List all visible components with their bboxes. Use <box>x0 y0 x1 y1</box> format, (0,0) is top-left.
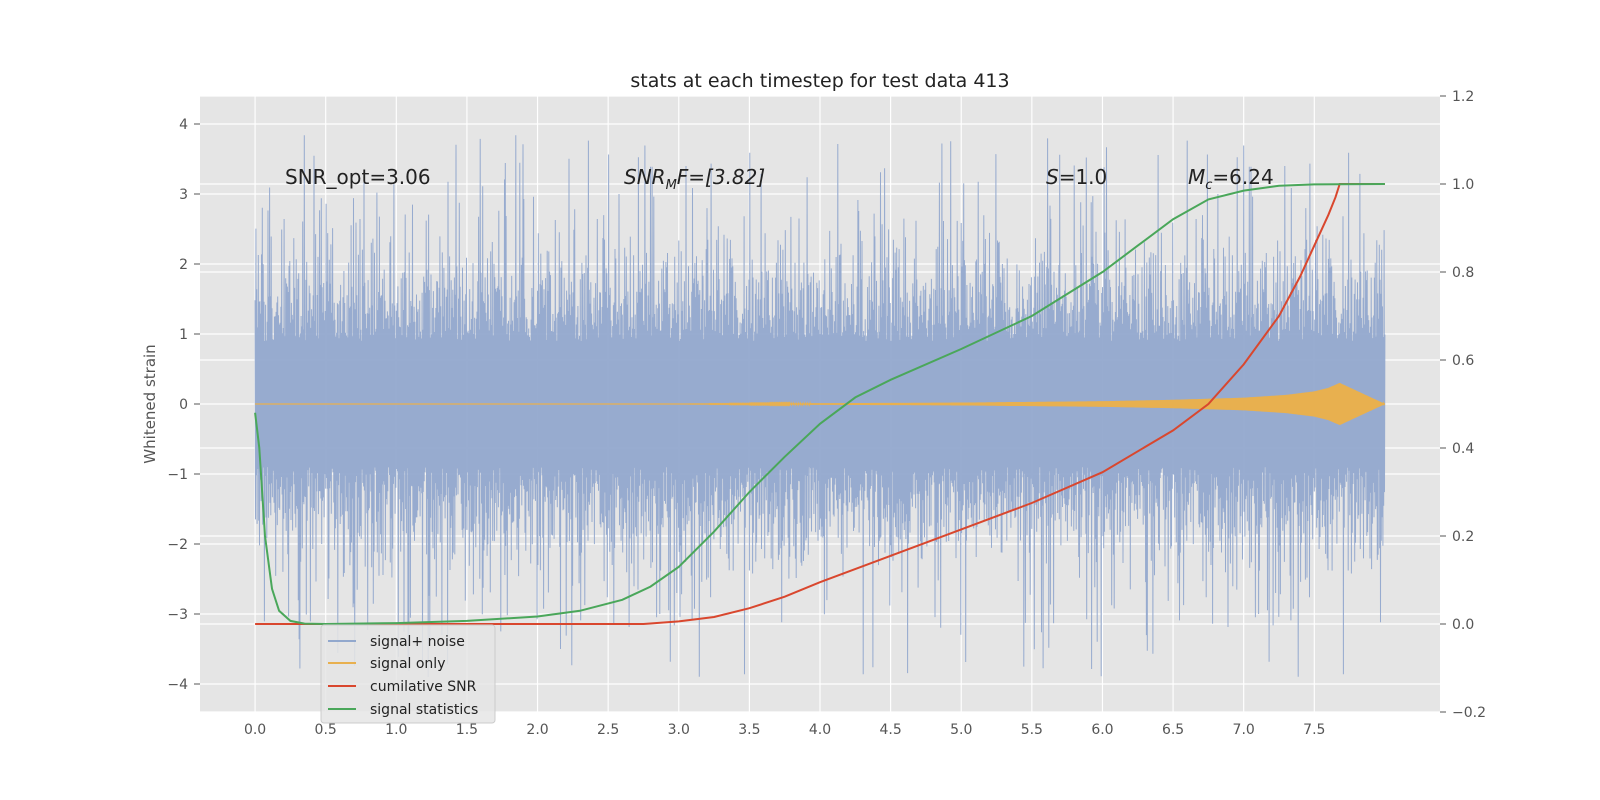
x-tick-label: 0.5 <box>315 722 337 738</box>
y-tick-label: 3 <box>179 187 188 203</box>
y-tick-label: 4 <box>179 117 188 133</box>
x-tick-label: 4.5 <box>879 722 901 738</box>
y-tick-label: −4 <box>167 677 188 693</box>
y-tick-label: −2 <box>167 537 188 553</box>
chart-title: stats at each timestep for test data 413 <box>630 70 1009 92</box>
x-tick-label: 6.0 <box>1091 722 1113 738</box>
legend-box <box>320 624 496 724</box>
y2-tick-label: 1.2 <box>1452 89 1474 105</box>
x-tick-label: 4.0 <box>809 722 831 738</box>
x-tick-label: 3.0 <box>668 722 690 738</box>
y2-tick-label: 1.0 <box>1452 177 1474 193</box>
annotation-mc-main: M <box>1188 165 1205 189</box>
x-tick-label: 7.0 <box>1233 722 1255 738</box>
annotation-s-tail: =1.0 <box>1059 165 1108 189</box>
annotation-snr-mf: SNRMF=[3.82] <box>624 165 765 193</box>
annotation-s-main: S <box>1046 165 1059 189</box>
annotation-snr-mf-sub: M <box>666 178 677 193</box>
y2-axis-ticks: 1.2 1.0 0.8 0.6 0.4 0.2 0.0 −0.2 <box>1440 89 1486 721</box>
y2-tick-label: 0.4 <box>1452 441 1474 457</box>
series-signal-noise <box>254 135 1386 678</box>
y-tick-label: 1 <box>179 327 188 343</box>
cumilative-snr-line <box>255 183 1385 625</box>
y-tick-label: −1 <box>167 467 188 483</box>
signal-only-line <box>255 382 1386 425</box>
y2-tick-label: 0.6 <box>1452 353 1474 369</box>
x-axis-ticks: 0.0 0.5 1.0 1.5 2.0 2.5 3.0 3.5 4.0 4.5 5.0 5.5 6.0 6… <box>244 722 1325 738</box>
x-tick-label: 1.0 <box>385 722 407 738</box>
annotation-snr-mf-tail: F=[3.82] <box>677 165 765 189</box>
legend: signal+ noise signal only cumilative SNR… <box>320 624 496 724</box>
x-tick-label: 2.5 <box>597 722 619 738</box>
x-tick-label: 5.5 <box>1021 722 1043 738</box>
y2-tick-label: 0.0 <box>1452 617 1474 633</box>
legend-label-cumilative-snr: cumilative SNR <box>370 679 477 695</box>
y-axis-label: Whitened strain <box>141 344 159 463</box>
y-axis-ticks: 4 3 2 1 0 −1 −2 −3 −4 <box>167 117 200 693</box>
annotation-s: S=1.0 <box>1046 165 1107 189</box>
y-tick-label: 0 <box>179 397 188 413</box>
series-signal-only <box>255 382 1386 425</box>
signal-noise-line <box>254 135 1386 678</box>
y2-tick-label: 0.2 <box>1452 529 1474 545</box>
annotation-mc-sub: c <box>1205 178 1212 193</box>
x-tick-label: 2.0 <box>526 722 548 738</box>
legend-label-signal-only: signal only <box>370 656 445 672</box>
annotation-mc: Mc=6.24 <box>1188 165 1274 193</box>
annotation-snr-mf-main: SNR <box>624 165 666 189</box>
y2-tick-label: −0.2 <box>1452 705 1486 721</box>
legend-label-signal-statistics: signal statistics <box>370 702 478 718</box>
y-tick-label: −3 <box>167 607 188 623</box>
x-tick-label: 5.0 <box>950 722 972 738</box>
legend-label-signal-noise: signal+ noise <box>370 634 465 650</box>
x-tick-label: 1.5 <box>456 722 478 738</box>
annotation-snr-opt: SNR_opt=3.06 <box>285 165 431 189</box>
x-tick-label: 7.5 <box>1303 722 1325 738</box>
x-tick-label: 6.5 <box>1162 722 1184 738</box>
signal-statistics-line <box>254 183 1385 626</box>
annotation-mc-tail: =6.24 <box>1212 165 1273 189</box>
x-tick-label: 0.0 <box>244 722 266 738</box>
x-tick-label: 3.5 <box>738 722 760 738</box>
series-signal-statistics <box>254 183 1385 626</box>
y2-tick-label: 0.8 <box>1452 265 1474 281</box>
y-tick-label: 2 <box>179 257 188 273</box>
series-cumilative-snr <box>255 183 1385 625</box>
